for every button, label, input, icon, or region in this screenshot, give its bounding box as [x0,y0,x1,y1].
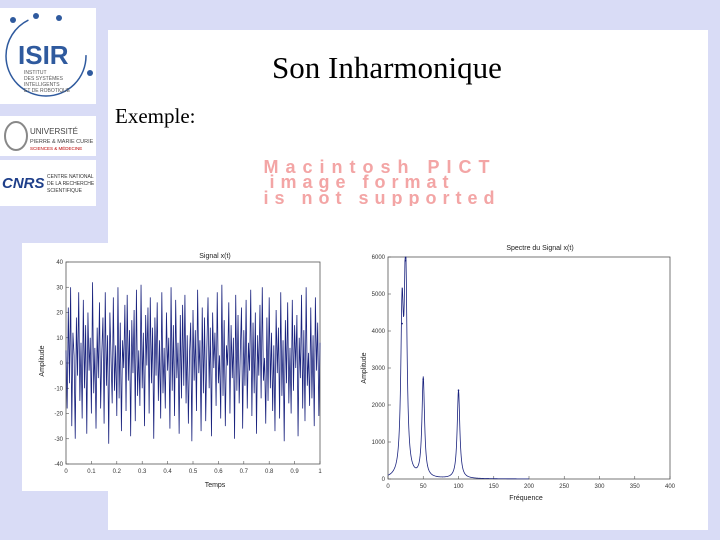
isir-line-4: ET DE ROBOTIQUE [24,88,71,94]
spectrum-xtick-label-8: 400 [665,484,676,490]
cnrs-logo-graphic: CNRS CENTRE NATIONAL DE LA RECHERCHE SCI… [2,174,95,194]
spectrum-ytick-label-4: 4000 [372,329,386,335]
spectrum-chart: Spectre du Signal x(t) Fréquence Amplitu… [361,245,676,502]
signal-chart-xlabel: Temps [205,482,226,489]
slide-title: Son Inharmonique [272,50,502,85]
signal-ytick-label-6: 20 [56,311,63,317]
signal-xtick-label-0: 0 [64,469,68,475]
spectrum-xtick-label-7: 350 [630,484,641,490]
signal-ytick-label-2: -20 [54,412,63,418]
spectrum-xtick-label-3: 150 [489,484,500,490]
isir-acronym: ISIR [18,40,69,70]
cnrs-line-1: CENTRE NATIONAL [47,174,94,180]
cnrs-acronym: CNRS [2,175,45,192]
isir-line-2: DES SYSTÈMES [24,75,64,82]
spectrum-xtick-label-5: 250 [559,484,570,490]
signal-xtick-label-1: 0.1 [87,469,96,475]
spectrum-peak-0 [401,322,403,325]
spectrum-chart-title: Spectre du Signal x(t) [506,245,573,252]
cnrs-line-2: DE LA RECHERCHE [47,181,95,187]
spectrum-ytick-label-5: 5000 [372,292,386,298]
spectrum-peak-3 [457,389,460,391]
spectrum-ytick-label-3: 3000 [372,366,386,372]
signal-xtick-label-9: 0.9 [290,469,299,475]
spectrum-xtick-label-4: 200 [524,484,535,490]
spectrum-ytick-label-1: 1000 [372,440,386,446]
spectrum-ytick-label-6: 6000 [372,255,386,261]
upmc-logo: UNIVERSITÉ PIERRE & MARIE CURIE SCIENCES… [0,116,96,156]
signal-chart: Signal x(t) Temps Amplitude 0 0.1 0.2 0.3 0.… [39,253,322,489]
spectrum-xtick-label-6: 300 [594,484,605,490]
isir-logo: ISIR INSTITUT DES SYSTÈMES INTELLIGENTS … [0,8,96,104]
signal-xtick-label-3: 0.3 [138,469,147,475]
spectrum-chart-ylabel: Amplitude [361,352,368,383]
spectrum-chart-xlabel: Fréquence [509,495,543,502]
signal-xtick-label-4: 0.4 [163,469,172,475]
signal-xtick-label-6: 0.6 [214,469,223,475]
signal-chart-title: Signal x(t) [199,253,231,260]
signal-ytick-label-1: -30 [54,437,63,443]
isir-line-3: INTELLIGENTS [24,82,60,88]
signal-xtick-label-10: 1 [318,469,322,475]
signal-ytick-label-4: 0 [60,361,64,367]
pict-unsupported-notice: Macintosh PICT image format is not suppo… [263,158,501,206]
cnrs-line-3: SCIENTIFIQUE [47,188,83,194]
spectrum-peak-2 [422,378,425,380]
spectrum-xtick-label-2: 100 [453,484,464,490]
signal-xtick-label-7: 0.7 [240,469,249,475]
signal-ytick-label-3: -10 [54,386,63,392]
cnrs-logo: CNRS CENTRE NATIONAL DE LA RECHERCHE SCI… [0,160,96,206]
spectrum-plot: Spectre du Signal x(t) Fréquence Amplitu… [352,243,684,505]
signal-ytick-label-5: 10 [56,336,63,342]
upmc-sub: SCIENCES & MÉDECINE [30,145,82,151]
spectrum-xtick-label-0: 0 [386,484,390,490]
spectrum-ytick-label-0: 0 [382,477,386,483]
signal-series-line [65,282,321,444]
signal-xtick-label-5: 0.5 [189,469,198,475]
signal-chart-ylabel: Amplitude [39,345,46,376]
pict-line-3: is not supported [264,188,501,206]
signal-xtick-label-2: 0.2 [113,469,122,475]
pict-line-2: image format [269,172,454,192]
spectrum-peak-1 [404,259,407,262]
upmc-logo-graphic: UNIVERSITÉ PIERRE & MARIE CURIE SCIENCES… [4,121,94,151]
upmc-line-1: UNIVERSITÉ [30,127,78,136]
spectrum-xtick-label-1: 50 [420,484,427,490]
isir-line-1: INSTITUT [24,70,47,76]
signal-xtick-label-8: 0.8 [265,469,274,475]
signal-ytick-label-7: 30 [56,285,63,291]
signal-ytick-label-8: 40 [56,260,63,266]
spectrum-plot-frame [387,256,671,480]
spectrum-ytick-label-2: 2000 [372,403,386,409]
isir-logo-graphic: ISIR INSTITUT DES SYSTÈMES INTELLIGENTS … [5,13,93,97]
upmc-line-2: PIERRE & MARIE CURIE [30,139,94,145]
pict-line-1: Macintosh PICT [263,158,496,177]
signal-plot: Signal x(t) Temps Amplitude 0 0.1 0.2 0.3 0.… [22,243,328,491]
slide-subtitle: Exemple: [115,104,196,128]
signal-ytick-label-0: -40 [54,462,63,468]
